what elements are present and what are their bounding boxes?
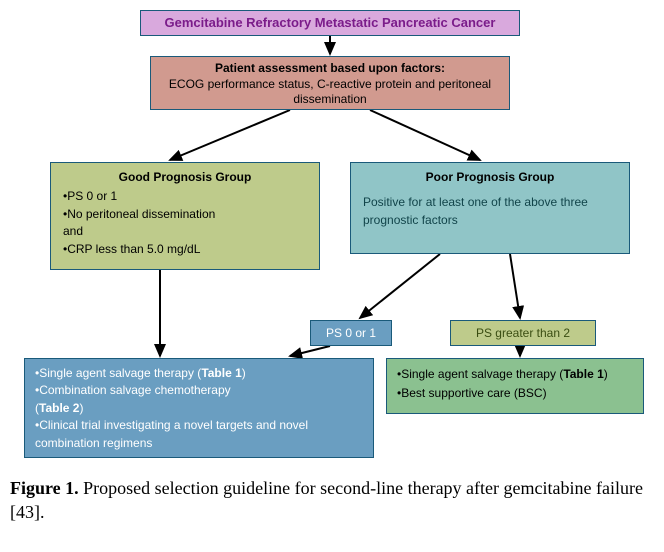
rx-text: ) [79,401,83,415]
rx-text: ) [604,367,608,381]
poor-heading: Poor Prognosis Group [363,169,617,186]
ps-gt-2-node: PS greater than 2 [450,320,596,346]
poor-body: Positive for at least one of the above t… [363,194,617,229]
right-treatment-node: •Single agent salvage therapy (Table 1) … [386,358,644,414]
assessment-node: Patient assessment based upon factors: E… [150,56,510,110]
assessment-heading: Patient assessment based upon factors: [151,61,509,77]
rx-text: •Single agent salvage therapy ( [397,367,563,381]
rx-line: •Single agent salvage therapy (Table 1) [35,365,363,382]
good-prognosis-node: Good Prognosis Group •PS 0 or 1 •No peri… [50,162,320,270]
rx-line: •Combination salvage chemotherapy [35,382,363,399]
figure-caption: Figure 1. Proposed selection guideline f… [10,476,654,525]
good-line: •PS 0 or 1 [63,188,307,205]
good-line: •No peritoneal dissemination [63,206,307,223]
rx-line: •Best supportive care (BSC) [397,384,633,403]
ps-0-1-node: PS 0 or 1 [310,320,392,346]
left-treatment-node: •Single agent salvage therapy (Table 1) … [24,358,374,458]
ps2-text: PS greater than 2 [476,326,570,340]
good-line: •CRP less than 5.0 mg/dL [63,241,307,258]
poor-prognosis-node: Poor Prognosis Group Positive for at lea… [350,162,630,254]
figure-label: Figure 1. [10,478,79,498]
rx-text: •Single agent salvage therapy ( [35,366,201,380]
caption-text: Proposed selection guideline for second-… [10,478,643,522]
table-ref: Table 2 [39,401,79,415]
table-ref: Table 1 [563,367,603,381]
table-ref: Table 1 [201,366,241,380]
good-heading: Good Prognosis Group [63,169,307,186]
good-line: and [63,223,307,240]
rx-line: •Single agent salvage therapy (Table 1) [397,365,633,384]
flowchart: Gemcitabine Refractory Metastatic Pancre… [10,10,654,470]
rx-line: •Clinical trial investigating a novel ta… [35,417,363,452]
rx-line: (Table 2) [35,400,363,417]
title-node: Gemcitabine Refractory Metastatic Pancre… [140,10,520,36]
ps01-text: PS 0 or 1 [326,326,376,340]
assessment-body: ECOG performance status, C-reactive prot… [151,77,509,108]
rx-text: ) [242,366,246,380]
title-text: Gemcitabine Refractory Metastatic Pancre… [165,15,496,30]
